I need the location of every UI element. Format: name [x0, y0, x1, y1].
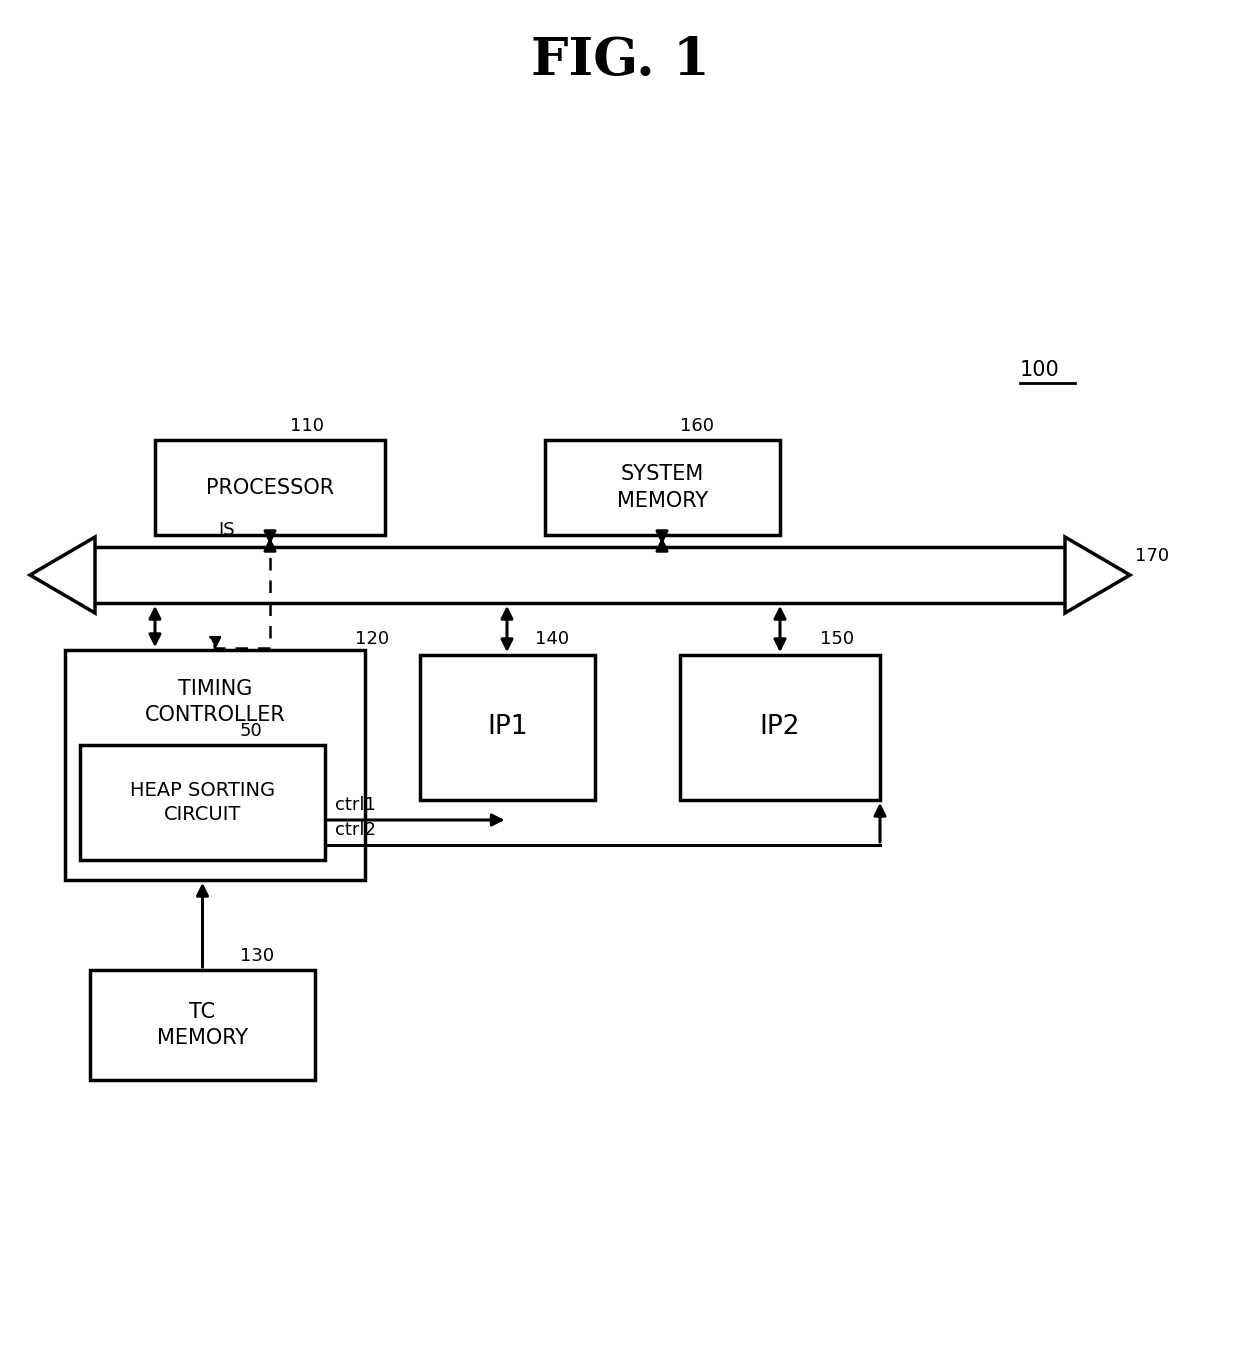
- Text: 120: 120: [355, 630, 389, 647]
- Text: IP1: IP1: [487, 714, 528, 740]
- Bar: [420, 656, 595, 800]
- Text: ctrl2: ctrl2: [335, 821, 376, 840]
- Bar: [95, 547, 1065, 602]
- Text: TIMING
CONTROLLER: TIMING CONTROLLER: [145, 679, 285, 725]
- Text: IP2: IP2: [760, 714, 800, 740]
- Text: SYSTEM
MEMORY: SYSTEM MEMORY: [618, 465, 708, 511]
- Text: 150: 150: [820, 630, 854, 647]
- Text: 130: 130: [241, 947, 274, 965]
- Text: FIG. 1: FIG. 1: [531, 34, 709, 86]
- Text: PROCESSOR: PROCESSOR: [206, 477, 334, 497]
- Text: 110: 110: [290, 417, 324, 435]
- Text: 50: 50: [241, 722, 263, 740]
- Polygon shape: [30, 537, 95, 613]
- Text: 140: 140: [534, 630, 569, 647]
- Text: IS: IS: [218, 521, 236, 538]
- Text: 160: 160: [680, 417, 714, 435]
- Text: 100: 100: [1021, 360, 1060, 380]
- Bar: [546, 440, 780, 536]
- Bar: [91, 970, 315, 1079]
- Polygon shape: [1065, 537, 1130, 613]
- Bar: [64, 650, 365, 880]
- Text: ctrl1: ctrl1: [335, 796, 376, 814]
- Text: HEAP SORTING
CIRCUIT: HEAP SORTING CIRCUIT: [130, 781, 275, 825]
- Bar: [155, 440, 384, 536]
- Bar: [81, 746, 325, 860]
- Text: TC
MEMORY: TC MEMORY: [157, 1002, 248, 1048]
- Bar: [680, 656, 880, 800]
- Text: 170: 170: [1135, 547, 1169, 566]
